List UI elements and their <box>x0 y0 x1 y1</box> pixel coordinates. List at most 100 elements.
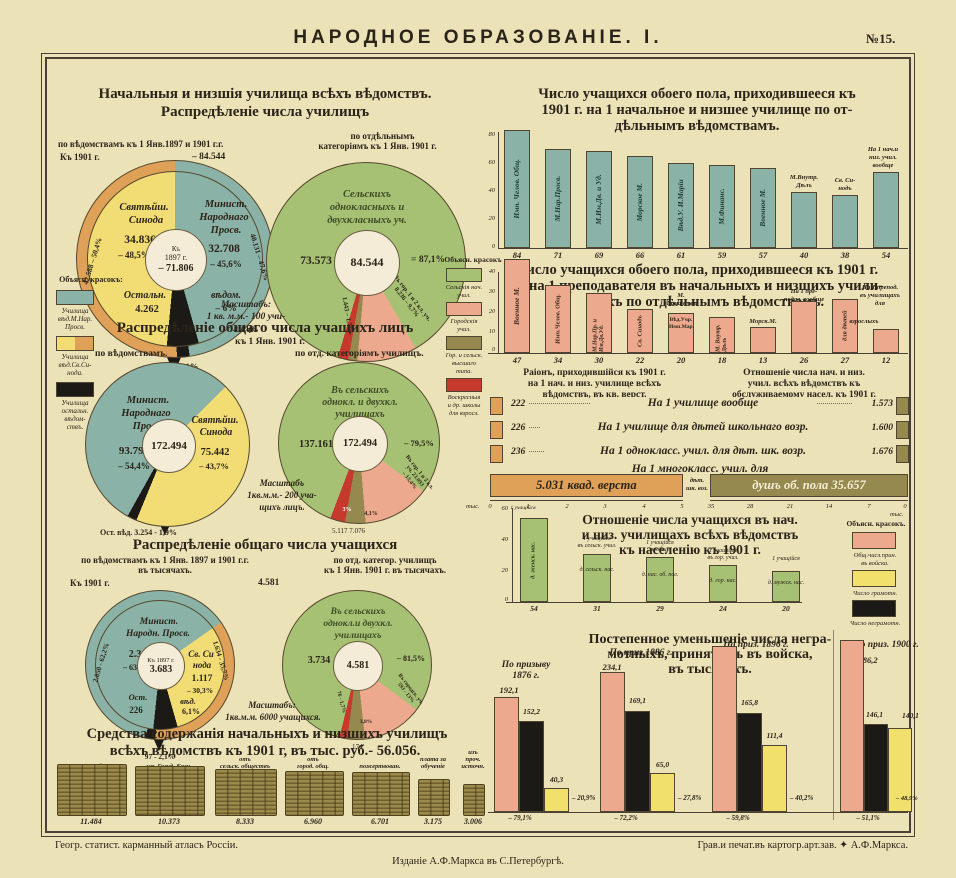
r3-head-right: Отношеніе числа нач. и низ. <box>743 368 865 378</box>
r2-title: Число учащихся обоего пола, приходившеес… <box>515 262 879 278</box>
pie1-caption: по вѣдомствамъ къ 1 Янв.1897 и 1901 г.г. <box>58 139 224 149</box>
bar-value: 12 <box>881 355 891 365</box>
funding-subtitle: всѣхъ вѣдомствъ къ 1901 г, въ тыс. руб.-… <box>109 743 421 759</box>
r4-title2: и низ. училищахъ всѣхъ вѣдомствъ <box>581 527 799 542</box>
coin-label: город. общ. <box>296 763 330 770</box>
bar-literate <box>762 745 787 812</box>
bar-label: нодъ <box>838 185 852 192</box>
bar-label: низ. учил. <box>869 154 897 161</box>
pie-slice-label: Въ городск. уч. 593 - 13% <box>395 672 425 706</box>
legend-label: и др. школы <box>447 402 481 409</box>
bar-recruits <box>494 696 519 812</box>
bar-label: М.Внутр. <box>789 174 819 181</box>
pie-center-value: 4.581 <box>346 660 370 672</box>
pie-center: Къ 1897 г. – 71.806 <box>145 229 207 291</box>
pie-label: Народнаго <box>121 408 171 419</box>
pie-value: 137.161 <box>298 439 334 450</box>
r2-x-axis <box>488 353 908 354</box>
coin-label: отъ <box>239 756 251 763</box>
pct-label: – 27,8% <box>678 794 702 802</box>
r3-value-left: 226 <box>508 423 529 434</box>
bar <box>791 192 817 248</box>
legend-swatch-recruits <box>852 532 896 549</box>
r5-divider <box>833 630 834 820</box>
r3-big-bar-area-label: 5.031 квад. верста <box>536 478 637 492</box>
pie-schools-by-category: Сельскихъ однокласныхъ и двухкласныхъ уч… <box>266 162 466 362</box>
pie2-caption: по отдѣльнымъ <box>350 131 415 141</box>
legend-label: типа. <box>455 368 473 375</box>
pie3-caption: по вѣдомствамъ. <box>95 349 168 359</box>
bar-value: 165,8 <box>741 698 758 707</box>
r5-title: Постепенное уменьшеніе числа негра- <box>588 632 832 647</box>
legend-swatch-illiterate <box>852 600 896 617</box>
bar-label: На 1 пре- <box>790 288 818 295</box>
coin-value: 8.333 <box>236 817 254 826</box>
bar-label: 1 учащійся <box>772 556 800 562</box>
bar-value: 34 <box>553 355 563 365</box>
pie-pct: 6,1% <box>182 707 200 716</box>
group-label: 1876 г. <box>512 671 540 681</box>
bar-literate <box>650 773 675 812</box>
r3-big-bar-pop-label: душъ об. пола 35.657 <box>752 478 866 492</box>
pie-label: училищахъ <box>335 409 385 420</box>
pie-pupils-by-category: Въ сельскихъ однокл.и двухкл. училищахъ … <box>282 590 432 740</box>
legend-label: Воскресныя <box>447 394 481 401</box>
scale-note: 1кв.м.м.- 200 уча- <box>247 490 317 500</box>
tick-label: 40 <box>488 187 496 194</box>
pct-label: – 59,8% <box>726 814 750 822</box>
bar-label: Морск.М. <box>749 318 777 325</box>
pie-center-value: – 71.806 <box>158 262 194 274</box>
coin-label: обученіе <box>421 763 445 770</box>
bar-value: 30 <box>594 355 604 365</box>
bar-label: Морское М. <box>634 182 644 222</box>
legend-label: вѣдом- <box>64 415 86 423</box>
bar: Военное М. <box>750 168 776 248</box>
scale-note: 1 кв. м.м.- 100 учи- <box>206 312 286 322</box>
r3-block-right <box>896 421 909 439</box>
pie-bottom-value: 97 - 2,1% <box>144 752 176 761</box>
coin-stack <box>285 770 344 816</box>
bar: М. Внутр. Дѣлъ <box>709 317 735 353</box>
bar-value: 38 <box>840 250 850 260</box>
coin-value: 6.960 <box>304 817 322 826</box>
bar-value: 65,0 <box>655 760 670 769</box>
coin-label: проч. <box>465 756 481 763</box>
legend-label: учил. <box>457 292 471 299</box>
pie-center: 172.494 <box>142 419 196 473</box>
tick-label: 28 <box>746 503 754 510</box>
tick-label: 20 <box>501 567 509 574</box>
plate-frame <box>41 53 915 837</box>
r1-y-axis <box>498 132 499 249</box>
legend-label: Общ.числ.прин. <box>853 552 897 559</box>
bar <box>832 194 858 248</box>
coin-label: пожертвован. <box>359 763 401 770</box>
pie-pct: – 6% <box>215 304 237 314</box>
bar-label: Имп. Челов. Общ. <box>511 159 521 220</box>
pie-label: Святѣйш. <box>191 415 239 426</box>
r3-value-left: 222 <box>508 399 529 410</box>
bar-value: 146,1 <box>866 710 883 719</box>
legend-swatch-synod <box>56 336 75 351</box>
r1-x-axis <box>498 248 908 249</box>
bar-value: 40 <box>799 250 809 260</box>
bar-label: для дѣтей <box>841 310 849 342</box>
pie1-year: Къ 1901 г. <box>60 152 100 162</box>
legend-label: Число грамотн. <box>852 590 898 597</box>
group-label: По приз. 1900 г. <box>853 640 919 650</box>
bar-value: 69 <box>594 250 604 260</box>
r2-title2: на 1 преподавателя въ начальныхъ и низши… <box>529 278 883 294</box>
r3-head-right2: учил. всѣхъ вѣдомствъ къ <box>747 379 861 389</box>
legend-label: учил. <box>457 326 471 333</box>
bar-value: 66 <box>635 250 645 260</box>
bar-label: вообще <box>650 547 670 553</box>
pie-pct: – 79,5% <box>404 438 434 448</box>
group-label: По приз.1886 г. <box>609 648 673 658</box>
bar-label: въ училищахъ <box>860 292 900 299</box>
coin-label: источн. <box>461 763 485 770</box>
pie4-caption: по отд. категоріямъ училищъ. <box>295 349 424 359</box>
r3-row-label: На 1 однокласс. учил. для дѣт. шк. возр. <box>545 445 861 458</box>
r5-title2: мотныхъ, принятыхъ въ войска, <box>607 647 813 662</box>
legend-swatch-higher <box>446 336 482 350</box>
bar-label: 1 учащійся <box>510 505 536 511</box>
